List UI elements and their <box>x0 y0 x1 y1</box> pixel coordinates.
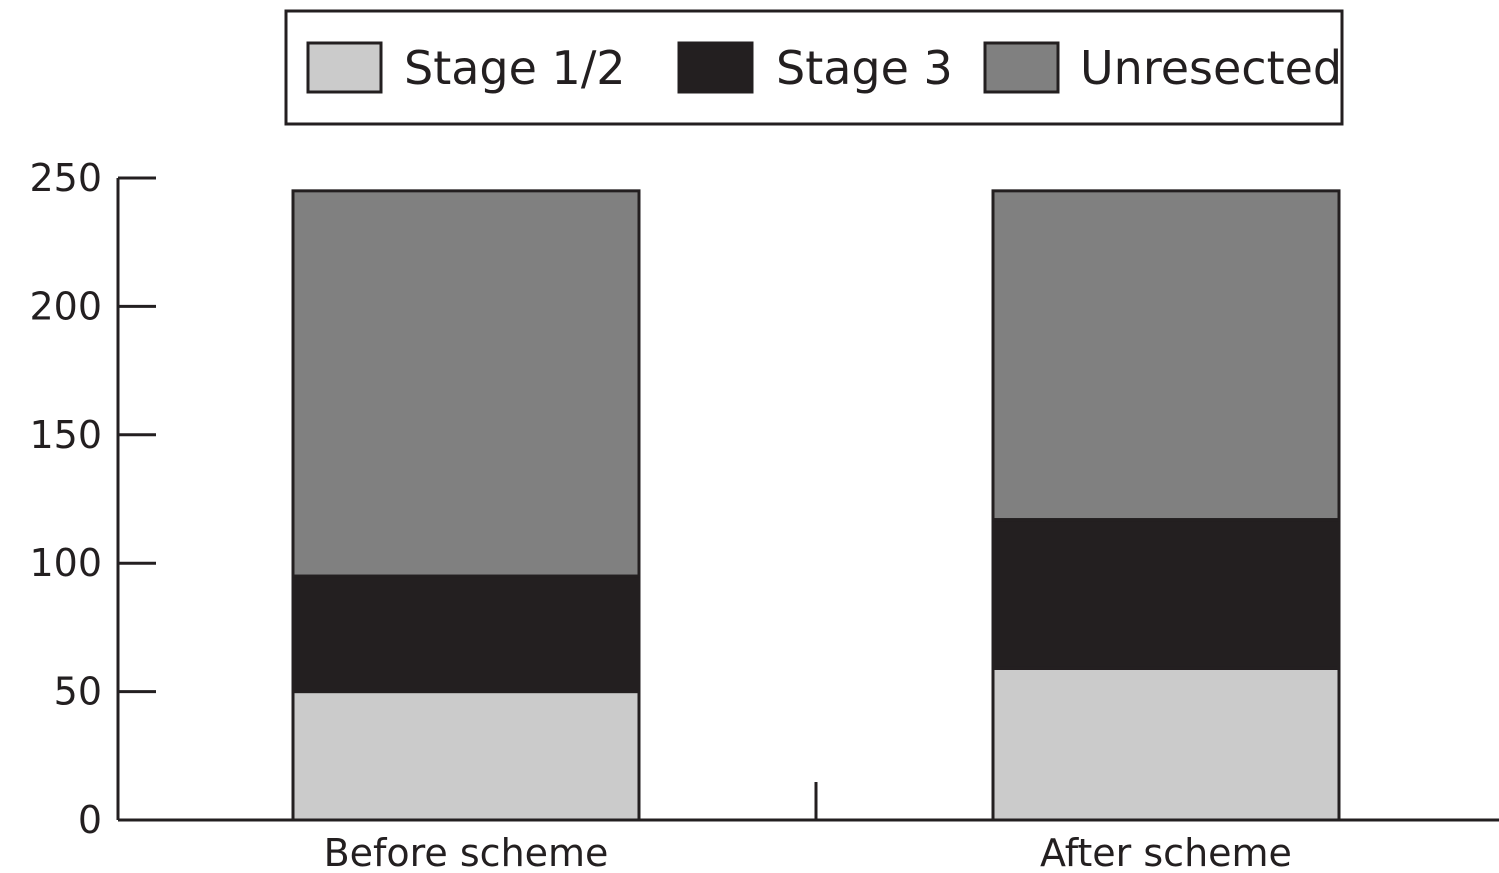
y-tick-label-3: 150 <box>29 413 102 457</box>
legend-swatch-2 <box>983 41 1060 94</box>
bar-segment-0-2 <box>291 189 641 578</box>
legend-frame <box>284 9 1344 126</box>
legend-label-1: Stage 3 <box>776 41 953 95</box>
legend-label-2: Unresected <box>1080 41 1342 95</box>
bar-segment-0-1 <box>291 574 641 694</box>
legend-swatch-0 <box>306 41 383 94</box>
bar-segment-1-0 <box>991 666 1341 822</box>
legend: Stage 1/2 Stage 3 Unresected <box>284 9 1344 126</box>
bar-segment-1-1 <box>991 518 1341 670</box>
legend-swatch-1 <box>677 41 754 94</box>
category-label-0: Before scheme <box>324 831 609 873</box>
category-label-1: After scheme <box>1040 831 1292 873</box>
y-tick-label-4: 200 <box>29 284 102 328</box>
bars-group <box>291 189 1341 822</box>
axes-group: 0 50 100 150 200 250 Before scheme After scheme <box>29 156 1499 873</box>
y-tick-label-0: 0 <box>78 798 102 842</box>
y-tick-label-5: 250 <box>29 156 102 200</box>
bar-segment-0-0 <box>291 690 641 822</box>
y-tick-label-1: 50 <box>54 670 102 714</box>
legend-label-0: Stage 1/2 <box>404 41 626 95</box>
y-tick-label-2: 100 <box>29 541 102 585</box>
bar-segment-1-2 <box>991 189 1341 522</box>
